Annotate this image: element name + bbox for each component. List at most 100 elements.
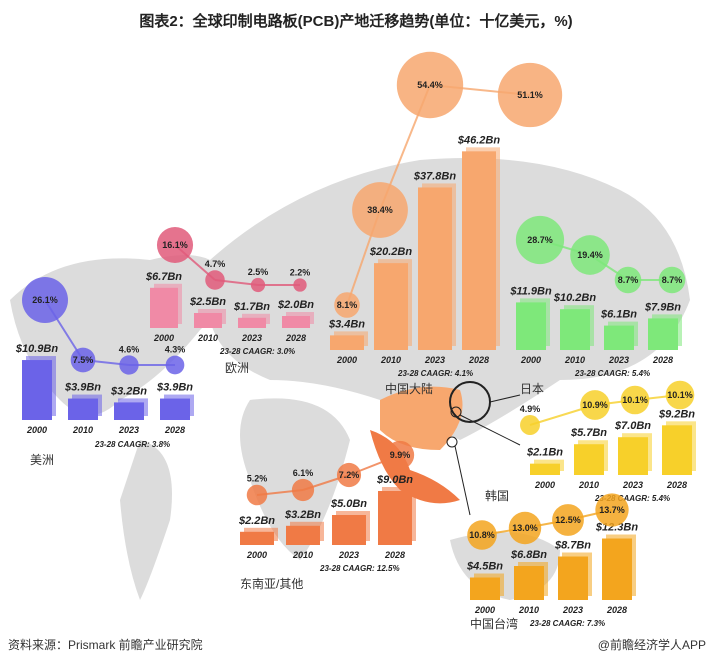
share-bubble	[165, 355, 185, 375]
region-name: 东南亚/其他	[240, 576, 303, 591]
share-bubble	[22, 277, 68, 323]
year-label: 2010	[380, 355, 401, 365]
region-2: $3.4Bn 2000 8.1% $20.2Bn 2010 38.4% $37.8Bn 202…	[328, 51, 563, 396]
year-label: 2000	[534, 480, 555, 490]
value-label: $46.2Bn	[457, 134, 500, 146]
year-label: 2023	[608, 355, 629, 365]
bar	[374, 263, 408, 350]
value-label: $6.8Bn	[510, 549, 547, 561]
year-label: 2028	[468, 355, 489, 365]
year-label: 2023	[424, 355, 445, 365]
korea-pointer	[459, 414, 521, 446]
caagr-label: 23-28 CAAGR: 5.4%	[594, 494, 670, 503]
share-label: 2.2%	[290, 267, 311, 277]
share-label: 54.4%	[417, 80, 443, 90]
year-label: 2010	[564, 355, 585, 365]
bar	[602, 538, 632, 600]
share-bubble	[595, 493, 629, 527]
share-label: 16.1%	[162, 240, 188, 250]
caagr-label: 23-28 CAAGR: 5.4%	[574, 369, 650, 378]
bar	[286, 525, 320, 545]
region-5: $2.2Bn 2000 5.2% $3.2Bn 2010 6.1% $5.0Bn 2023 7.…	[238, 440, 416, 591]
year-label: 2000	[520, 355, 541, 365]
value-label: $3.2Bn	[284, 509, 321, 521]
share-bubble	[334, 292, 360, 318]
value-label: $10.2Bn	[553, 292, 596, 304]
share-label: 28.7%	[527, 235, 553, 245]
value-label: $2.2Bn	[238, 515, 275, 527]
region-name: 韩国	[485, 488, 509, 503]
bar	[282, 316, 310, 328]
china-map	[380, 386, 463, 450]
value-label: $5.7Bn	[570, 427, 607, 439]
share-label: 2.5%	[248, 267, 269, 277]
share-label: 51.1%	[517, 90, 543, 100]
bar	[330, 335, 364, 350]
year-label: 2028	[666, 480, 687, 490]
share-label: 4.9%	[520, 404, 541, 414]
share-bubble	[385, 440, 415, 470]
share-label: 26.1%	[32, 295, 58, 305]
bar	[648, 318, 678, 350]
share-label: 38.4%	[367, 205, 393, 215]
year-label: 2023	[118, 425, 139, 435]
value-label: $5.0Bn	[330, 498, 367, 510]
caagr-label: 23-28 CAAGR: 7.3%	[529, 619, 605, 628]
year-label: 2028	[606, 605, 627, 615]
share-bubble	[570, 235, 610, 275]
bar	[530, 463, 560, 475]
caagr-label: 23-28 CAAGR: 12.5%	[319, 564, 400, 573]
year-label: 2010	[518, 605, 539, 615]
year-label: 2000	[153, 333, 174, 343]
bar	[662, 425, 692, 475]
year-label: 2028	[384, 550, 405, 560]
credit: @前瞻经济学人APP	[597, 638, 706, 652]
chart-title: 图表2：全球印制电路板(PCB)产地迁移趋势(单位：十亿美元，%)	[139, 13, 573, 30]
year-label: 2010	[72, 425, 93, 435]
value-label: $11.9Bn	[509, 285, 552, 297]
caagr-label: 23-28 CAAGR: 4.1%	[397, 369, 473, 378]
share-bubble	[70, 347, 96, 373]
share-label: 10.9%	[582, 400, 608, 410]
share-label: 10.1%	[622, 395, 648, 405]
region-name: 中国大陆	[385, 381, 433, 396]
year-label: 2028	[285, 333, 306, 343]
taiwan-highlight	[446, 436, 458, 448]
share-label: 7.5%	[73, 355, 94, 365]
year-label: 2010	[292, 550, 313, 560]
value-label: $2.1Bn	[526, 447, 563, 459]
year-label: 2023	[241, 333, 262, 343]
value-label: $3.4Bn	[328, 318, 365, 330]
bar	[514, 566, 544, 600]
value-label: $2.5Bn	[189, 296, 226, 308]
bar	[462, 151, 496, 350]
share-bubble	[291, 478, 315, 502]
value-label: $3.9Bn	[64, 382, 101, 394]
share-bubble	[497, 62, 563, 128]
year-label: 2000	[26, 425, 47, 435]
year-label: 2023	[338, 550, 359, 560]
region-6: $4.5Bn 2000 10.8% $6.8Bn 2010 13.0% $8.7Bn 2023…	[466, 493, 638, 631]
share-bubble	[515, 215, 565, 265]
bar	[418, 187, 452, 350]
value-label: $7.9Bn	[644, 301, 681, 313]
value-label: $3.2Bn	[110, 385, 147, 397]
share-bubble	[246, 484, 268, 506]
caagr-label: 23-28 CAAGR: 3.0%	[219, 347, 295, 356]
share-label: 4.3%	[165, 345, 186, 355]
bar	[194, 313, 222, 328]
share-bubble	[396, 51, 464, 119]
share-bubble	[205, 270, 225, 290]
value-label: $10.9Bn	[15, 343, 58, 355]
share-label: 8.1%	[337, 300, 358, 310]
value-label: $3.9Bn	[156, 382, 193, 394]
year-label: 2000	[336, 355, 357, 365]
value-label: $7.0Bn	[614, 420, 651, 432]
share-label: 9.9%	[390, 450, 411, 460]
taiwan-pointer	[454, 445, 471, 516]
region-3: $11.9Bn 2000 28.7% $10.2Bn 2010 19.4% $6.1Bn 20…	[509, 215, 686, 396]
bar	[470, 577, 500, 600]
region-1: $6.7Bn 2000 16.1% $2.5Bn 2010 4.7% $1.7Bn 2023 2…	[145, 226, 314, 375]
